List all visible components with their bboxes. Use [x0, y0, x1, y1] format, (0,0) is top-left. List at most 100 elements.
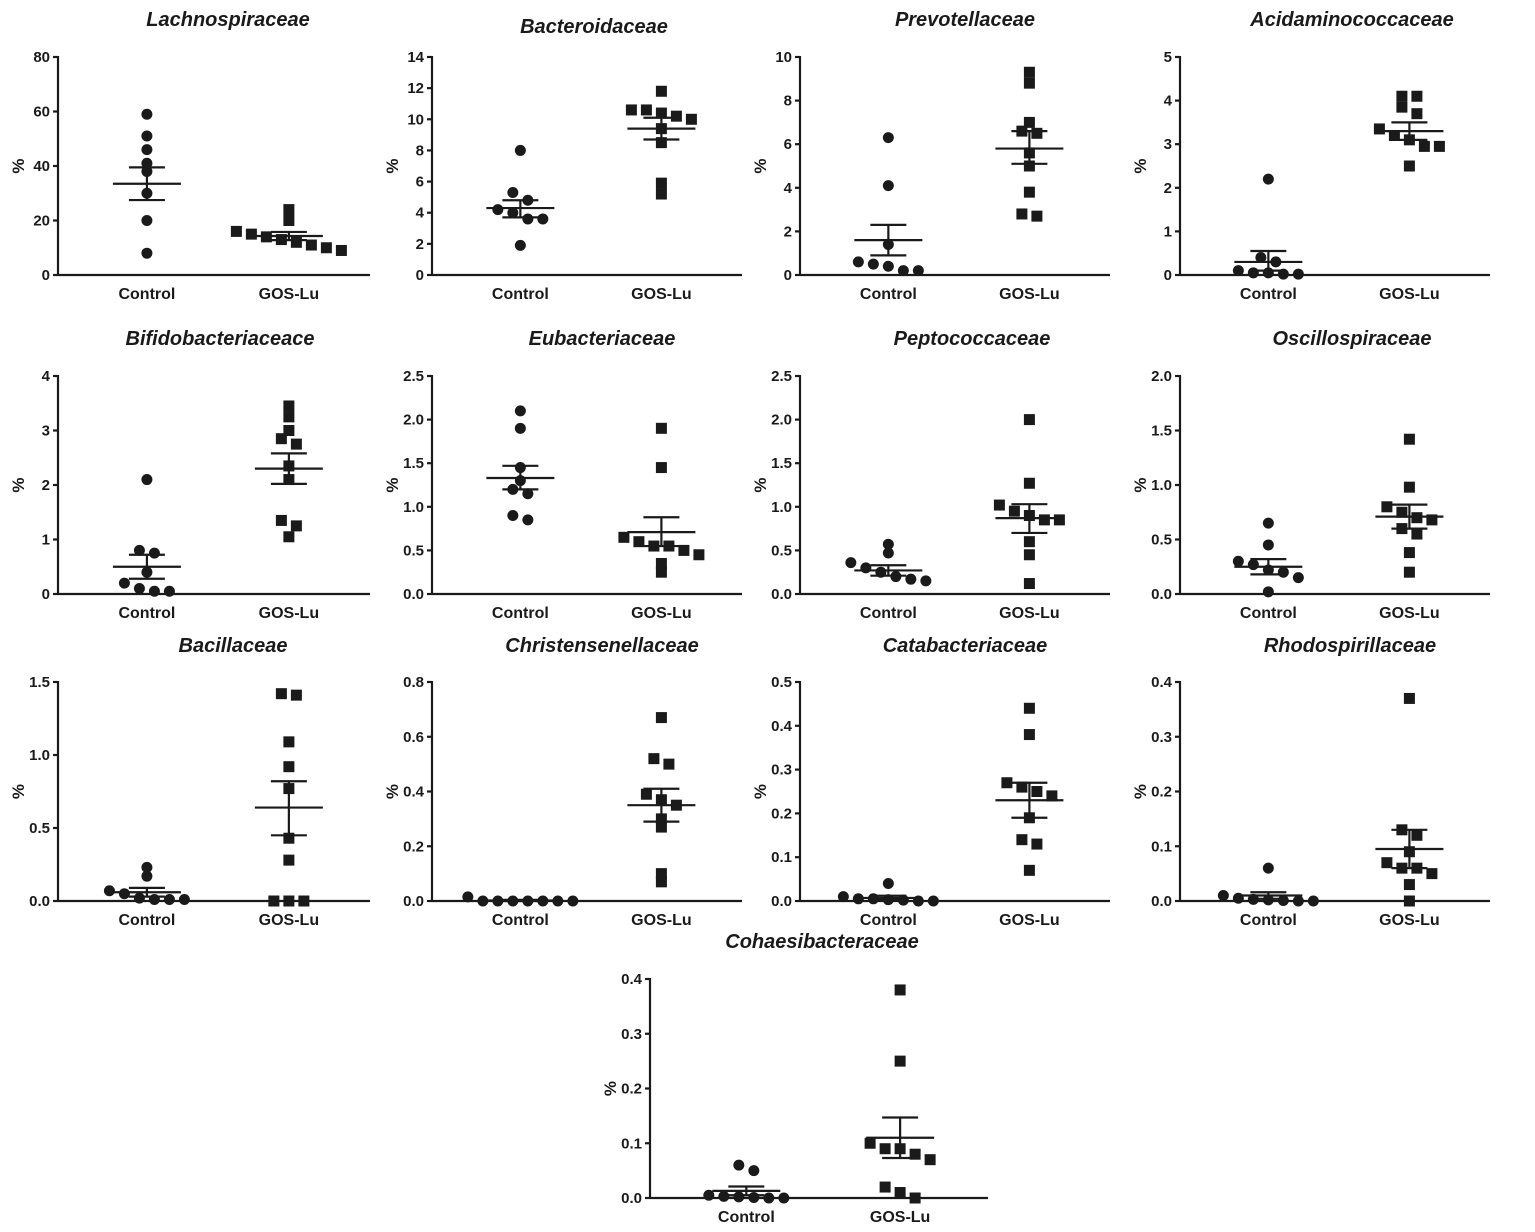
chart-panel: Bifidobacteriaceace 0 1 2 3 4% Control GOS-Lu [9, 328, 370, 622]
data-point-control [1262, 173, 1274, 185]
data-point-gos-lu [1016, 834, 1028, 846]
data-point-control [133, 892, 145, 904]
chart-title: Acidaminococcaceae [1249, 9, 1453, 31]
data-point-gos-lu [1023, 414, 1035, 426]
data-point-gos-lu [1403, 895, 1415, 907]
data-point-gos-lu [625, 104, 637, 116]
y-tick-label: 0.5 [1151, 532, 1172, 549]
data-point-control [778, 1192, 790, 1204]
data-point-gos-lu [640, 788, 652, 800]
y-tick-label: 2 [1164, 180, 1172, 197]
data-point-gos-lu [693, 549, 705, 561]
y-tick-label: 1.5 [29, 674, 50, 691]
data-point-control [477, 895, 489, 907]
chart-panel: Prevotellaceae 0 2 4 6 8 10% Control GOS-Lu [751, 9, 1110, 303]
chart-panel: Christensenellaceae 0.0 0.2 0.4 0.6 0.8% Contr… [383, 635, 742, 929]
y-axis-label: % [751, 477, 770, 492]
data-point-control [141, 247, 153, 259]
data-point-control [920, 575, 932, 587]
data-point-control [163, 585, 175, 597]
x-category-label: GOS-Lu [870, 1209, 930, 1226]
y-axis-label: % [1131, 158, 1150, 173]
data-point-gos-lu [1031, 786, 1043, 797]
data-point-gos-lu [283, 425, 295, 436]
x-category-label: Control [118, 605, 175, 622]
data-point-gos-lu [283, 895, 295, 907]
data-point-gos-lu [283, 832, 295, 844]
data-point-control [905, 573, 917, 585]
y-tick-label: 0.5 [29, 820, 50, 837]
data-point-control [1247, 267, 1259, 279]
data-point-control [522, 213, 534, 225]
chart-panel: Rhodospirillaceae 0.0 0.1 0.2 0.3 0.4% Control… [1131, 635, 1490, 929]
y-tick-label: 1.5 [1151, 423, 1172, 440]
y-tick-label: 2.5 [403, 368, 424, 385]
data-point-gos-lu [1023, 549, 1035, 561]
data-point-gos-lu [655, 462, 667, 474]
data-point-gos-lu [1023, 116, 1035, 128]
y-axis-label: % [9, 477, 28, 492]
y-tick-label: 0.8 [403, 674, 424, 691]
y-tick-label: 4 [42, 368, 51, 385]
y-tick-label: 2.5 [771, 368, 792, 385]
data-point-control [1247, 559, 1259, 571]
x-category-label: GOS-Lu [1379, 605, 1439, 622]
y-tick-label: 1.5 [771, 455, 792, 472]
x-category-label: Control [860, 912, 917, 929]
data-point-control [1232, 555, 1244, 567]
data-point-control [1232, 892, 1244, 904]
data-point-control [1277, 566, 1289, 578]
x-category-label: GOS-Lu [631, 605, 691, 622]
y-tick-label: 0.1 [771, 849, 792, 866]
y-tick-label: 0 [416, 267, 424, 284]
data-point-control [748, 1165, 760, 1177]
y-tick-label: 0.2 [403, 838, 424, 855]
y-tick-label: 1.5 [403, 455, 424, 472]
data-point-control [1262, 539, 1274, 551]
chart-panel: Peptococcaceae 0.0 0.5 1.0 1.5 2.0 2.5% Control… [751, 328, 1110, 622]
chart-title: Bacillaceae [179, 635, 288, 657]
y-tick-label: 8 [416, 142, 424, 159]
data-point-gos-lu [1016, 781, 1028, 793]
x-category-label: GOS-Lu [999, 605, 1059, 622]
data-point-control [552, 895, 564, 907]
y-tick-label: 0.3 [1151, 729, 1172, 746]
y-tick-label: 0.2 [1151, 784, 1172, 801]
x-category-label: GOS-Lu [259, 286, 319, 303]
data-point-gos-lu [1388, 129, 1400, 141]
y-tick-label: 1.0 [771, 499, 792, 516]
chart-title: Cohaesibacteraceae [725, 931, 918, 953]
y-axis-label: % [751, 158, 770, 173]
data-point-gos-lu [290, 689, 302, 701]
data-point-gos-lu [1038, 514, 1050, 526]
data-point-control [845, 557, 857, 569]
data-point-gos-lu [305, 239, 317, 251]
data-point-gos-lu [1411, 108, 1423, 120]
data-point-control [748, 1191, 760, 1203]
y-tick-label: 0.3 [771, 762, 792, 779]
chart-panel: Bacillaceae 0.0 0.5 1.0 1.5% Control GOS-Lu [9, 635, 370, 929]
data-point-gos-lu [655, 712, 667, 724]
data-point-gos-lu [879, 1181, 891, 1193]
y-tick-label: 0.1 [1151, 838, 1172, 855]
data-point-gos-lu [290, 236, 302, 248]
data-point-gos-lu [1023, 477, 1035, 489]
chart-title: Oscillospiraceae [1273, 328, 1432, 350]
chart-title: Catabacteriaceae [883, 635, 1048, 657]
data-point-gos-lu [894, 1187, 906, 1199]
y-tick-label: 4 [784, 180, 793, 197]
data-point-gos-lu [1411, 528, 1423, 540]
data-point-control [1292, 268, 1304, 280]
y-axis-label: % [1131, 477, 1150, 492]
data-point-gos-lu [670, 110, 682, 122]
data-point-control [133, 583, 145, 595]
data-point-gos-lu [655, 566, 667, 578]
x-category-label: GOS-Lu [631, 286, 691, 303]
data-point-control [912, 265, 924, 277]
data-point-gos-lu [909, 1192, 921, 1204]
data-point-gos-lu [1381, 501, 1393, 513]
data-point-gos-lu [1403, 160, 1415, 172]
data-point-gos-lu [1426, 868, 1438, 880]
y-tick-label: 6 [416, 174, 424, 191]
data-point-gos-lu [1411, 829, 1423, 841]
